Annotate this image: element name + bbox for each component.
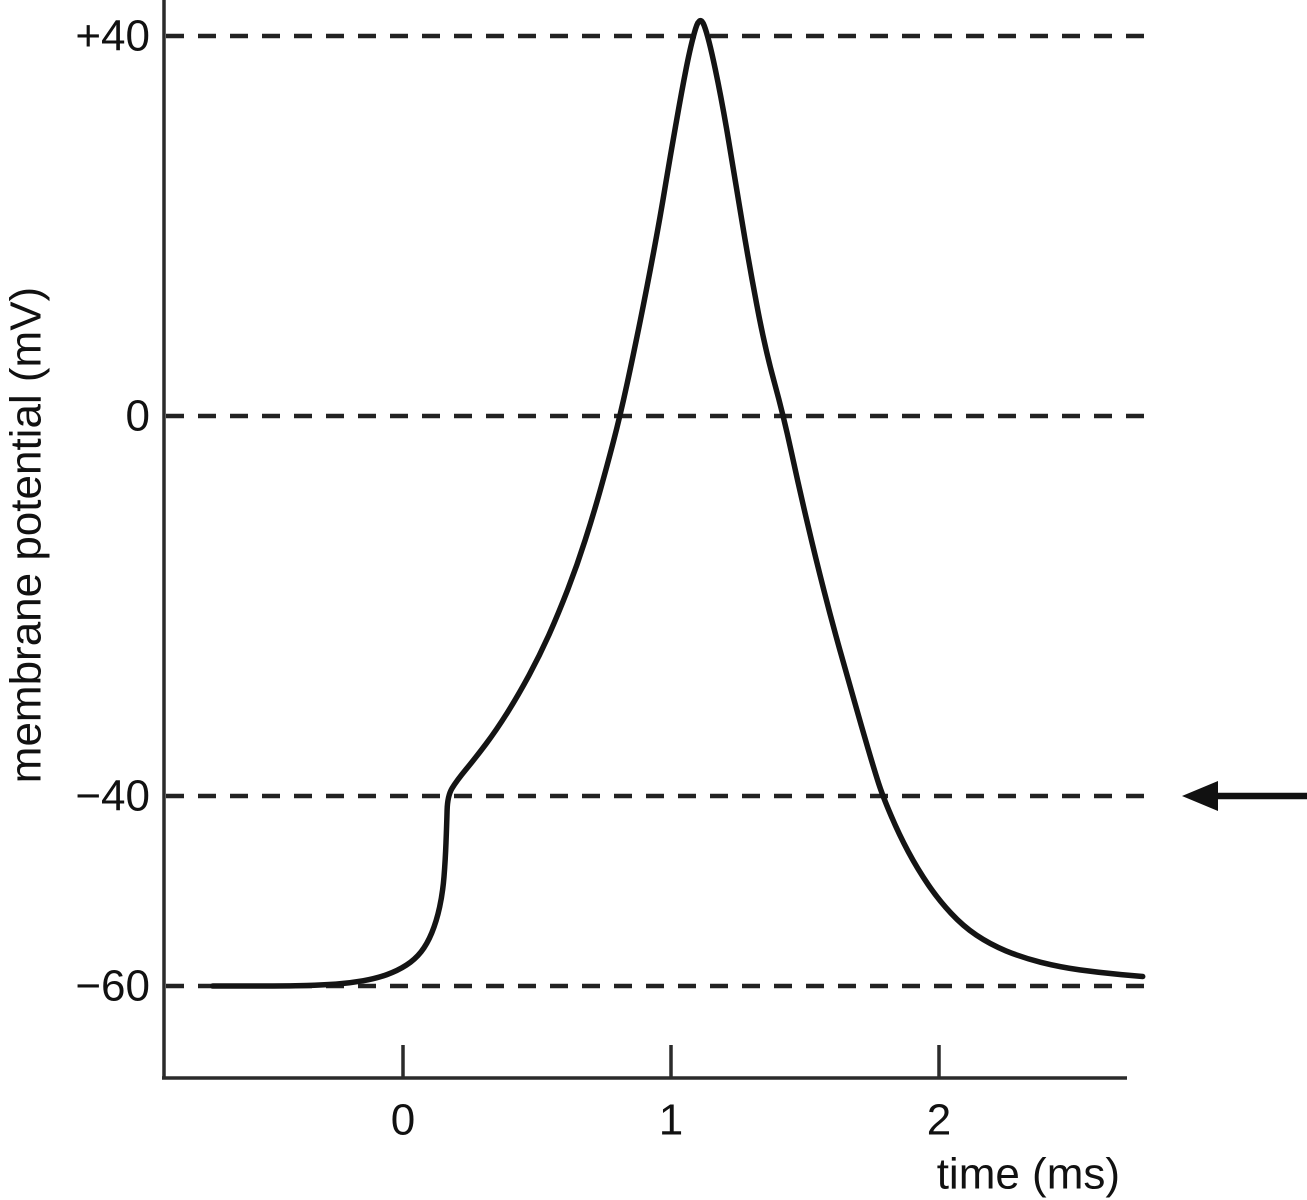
ytick-zero-label: 0 <box>126 392 150 441</box>
threshold-arrow-icon <box>1182 781 1307 811</box>
xtick-0-label: 0 <box>391 1096 415 1145</box>
xtick-1-label: 1 <box>659 1096 683 1145</box>
ytick-minus60-label: −60 <box>75 962 150 1011</box>
y-axis-title: membrane potential (mV) <box>2 287 51 783</box>
axes <box>162 0 1127 1080</box>
membrane-potential-curve <box>209 17 1146 989</box>
x-axis-title: time (ms) <box>937 1150 1120 1199</box>
ytick-plus40-label: +40 <box>75 12 150 61</box>
ytick-minus40-label: −40 <box>75 772 150 821</box>
threshold-arrow-head <box>1182 781 1218 811</box>
xtick-2-label: 2 <box>927 1096 951 1145</box>
gridlines <box>166 33 1152 989</box>
